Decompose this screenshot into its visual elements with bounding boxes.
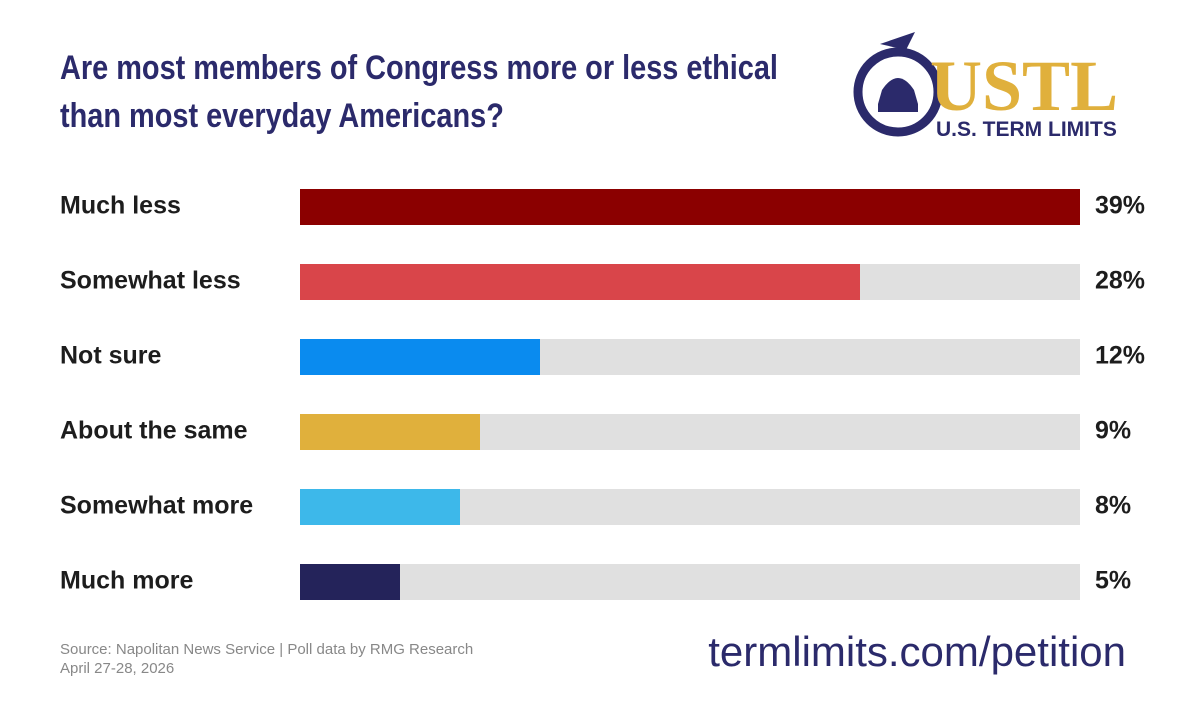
bar xyxy=(300,564,400,600)
category-label: About the same xyxy=(60,417,248,445)
logo-capitol xyxy=(878,78,918,112)
bar xyxy=(300,414,480,450)
date: April 27-28, 2026 xyxy=(60,660,175,677)
logo-arrow xyxy=(880,32,915,50)
chart-title: Are most members of Congress more or les… xyxy=(60,49,778,135)
category-label: Somewhat more xyxy=(60,492,253,520)
bar xyxy=(300,264,860,300)
value-label: 39% xyxy=(1095,192,1145,220)
bar xyxy=(300,489,460,525)
footer-note: Source: Napolitan News Service | Poll da… xyxy=(60,640,473,678)
bar xyxy=(300,339,540,375)
value-label: 5% xyxy=(1095,567,1131,595)
url: termlimits.com/petition xyxy=(708,628,1126,675)
bar xyxy=(300,189,1080,225)
value-label: 12% xyxy=(1095,342,1145,370)
value-label: 28% xyxy=(1095,267,1145,295)
category-label: Much more xyxy=(60,567,193,595)
logo: USTL U.S. TERM LIMITS xyxy=(853,32,1118,141)
value-label: 8% xyxy=(1095,492,1131,520)
logo-ring xyxy=(853,47,943,137)
logo-tagline: U.S. TERM LIMITS xyxy=(936,118,1117,141)
category-label: Not sure xyxy=(60,342,162,370)
value-label: 9% xyxy=(1095,417,1131,445)
source: Source: Napolitan News Service | Poll da… xyxy=(60,641,474,658)
category-label: Somewhat less xyxy=(60,267,241,295)
bar-track xyxy=(300,564,1080,600)
category-label: Much less xyxy=(60,192,181,220)
logo-name: USTL xyxy=(930,46,1118,126)
